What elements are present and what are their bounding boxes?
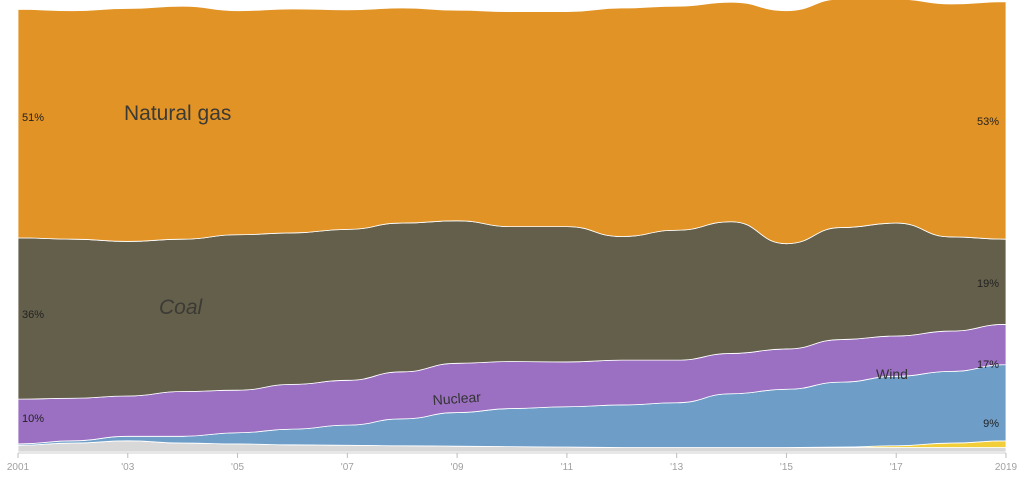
series-label-nuclear: Nuclear — [432, 389, 482, 408]
series-label-coal: Coal — [159, 296, 204, 319]
x-tick-label: '03 — [121, 462, 134, 473]
x-tick-label: '13 — [670, 462, 683, 473]
nuclear-start-share: 10% — [22, 413, 44, 425]
area-series-layer — [17, 0, 1007, 453]
x-axis: 2001 '03 '05 '07 '09 '11 '13 '15 '17 2019 — [7, 452, 1018, 473]
x-tick-label: '11 — [561, 462, 574, 473]
area-gas — [17, 0, 1007, 245]
gas-end-share: 53% — [977, 116, 999, 128]
series-label-natural-gas: Natural gas — [124, 102, 231, 125]
x-tick-label: '09 — [451, 462, 464, 473]
series-label-wind: Wind — [876, 366, 908, 382]
x-tick-label: '15 — [780, 462, 793, 473]
coal-start-share: 36% — [22, 309, 44, 321]
x-tick-label: '05 — [231, 462, 244, 473]
nuclear-end-share: 9% — [983, 418, 999, 430]
x-tick-label: 2001 — [7, 462, 30, 473]
wind-end-share: 17% — [977, 359, 999, 371]
x-tick-label: '07 — [341, 462, 354, 473]
x-tick-label: '17 — [890, 462, 903, 473]
x-tick-label: 2019 — [995, 462, 1018, 473]
gas-start-share: 51% — [22, 112, 44, 124]
coal-end-share: 19% — [977, 278, 999, 290]
